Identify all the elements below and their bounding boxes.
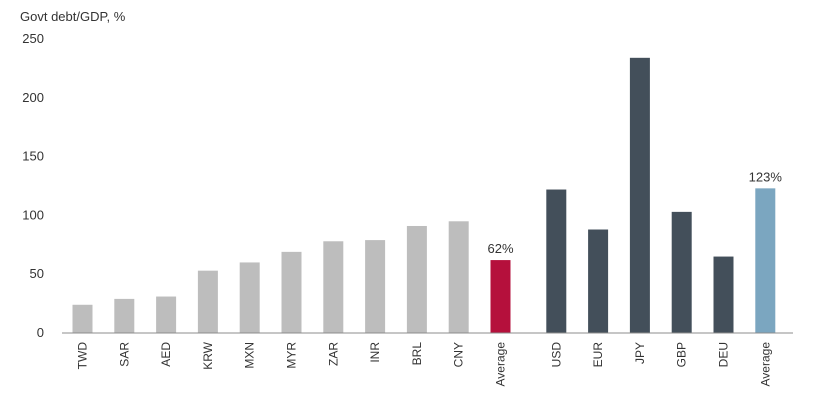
- bar-cny: [448, 221, 469, 333]
- data-label: 123%: [749, 169, 783, 184]
- bar-aed: [156, 296, 177, 333]
- x-tick-label: EUR: [591, 342, 605, 368]
- y-tick-label: 0: [37, 325, 44, 340]
- x-tick-label: MYR: [285, 342, 299, 369]
- x-tick-label: GBP: [675, 342, 689, 367]
- bar-average: [490, 260, 511, 333]
- x-tick-label: INR: [368, 342, 382, 363]
- data-label: 62%: [487, 241, 513, 256]
- bar-sar: [114, 298, 135, 333]
- y-axis-ticks: 0 50 100 150 200 250: [22, 31, 44, 340]
- x-tick-label: MXN: [243, 342, 257, 369]
- y-tick-label: 100: [22, 207, 44, 222]
- bar-gbp: [671, 211, 692, 333]
- x-tick-label: ZAR: [326, 342, 340, 366]
- bar-usd: [546, 189, 567, 333]
- x-tick-label: DEU: [717, 342, 731, 367]
- bar-annotations: 62% 123%: [487, 169, 782, 256]
- bar-brl: [406, 225, 427, 333]
- bar-zar: [323, 241, 344, 333]
- y-tick-label: 150: [22, 149, 44, 164]
- x-tick-label: Average: [494, 342, 508, 387]
- x-tick-label: SAR: [117, 342, 131, 367]
- bar-average: [755, 188, 776, 333]
- bars: [72, 57, 776, 333]
- bar-inr: [365, 240, 386, 333]
- bar-myr: [281, 251, 302, 333]
- bar-deu: [713, 256, 734, 333]
- y-tick-label: 200: [22, 90, 44, 105]
- x-tick-label: Average: [758, 342, 772, 387]
- x-tick-label: AED: [159, 342, 173, 367]
- bar-eur: [588, 229, 609, 333]
- bar-krw: [197, 270, 218, 333]
- y-axis-label: Govt debt/GDP, %: [20, 9, 126, 24]
- y-tick-label: 50: [30, 266, 44, 281]
- x-tick-label: KRW: [201, 341, 215, 369]
- x-tick-label: USD: [549, 342, 563, 368]
- x-axis-labels: TWD SAR AED KRW MXN MYR ZAR INR BRL CNY Average USD…: [76, 341, 773, 386]
- bar-mxn: [239, 262, 260, 333]
- y-tick-label: 250: [22, 31, 44, 46]
- x-tick-label: TWD: [76, 342, 90, 370]
- x-tick-label: BRL: [410, 342, 424, 366]
- bar-jpy: [629, 57, 650, 333]
- x-tick-label: JPY: [633, 342, 647, 364]
- bar-twd: [72, 304, 93, 333]
- x-tick-label: CNY: [452, 342, 466, 367]
